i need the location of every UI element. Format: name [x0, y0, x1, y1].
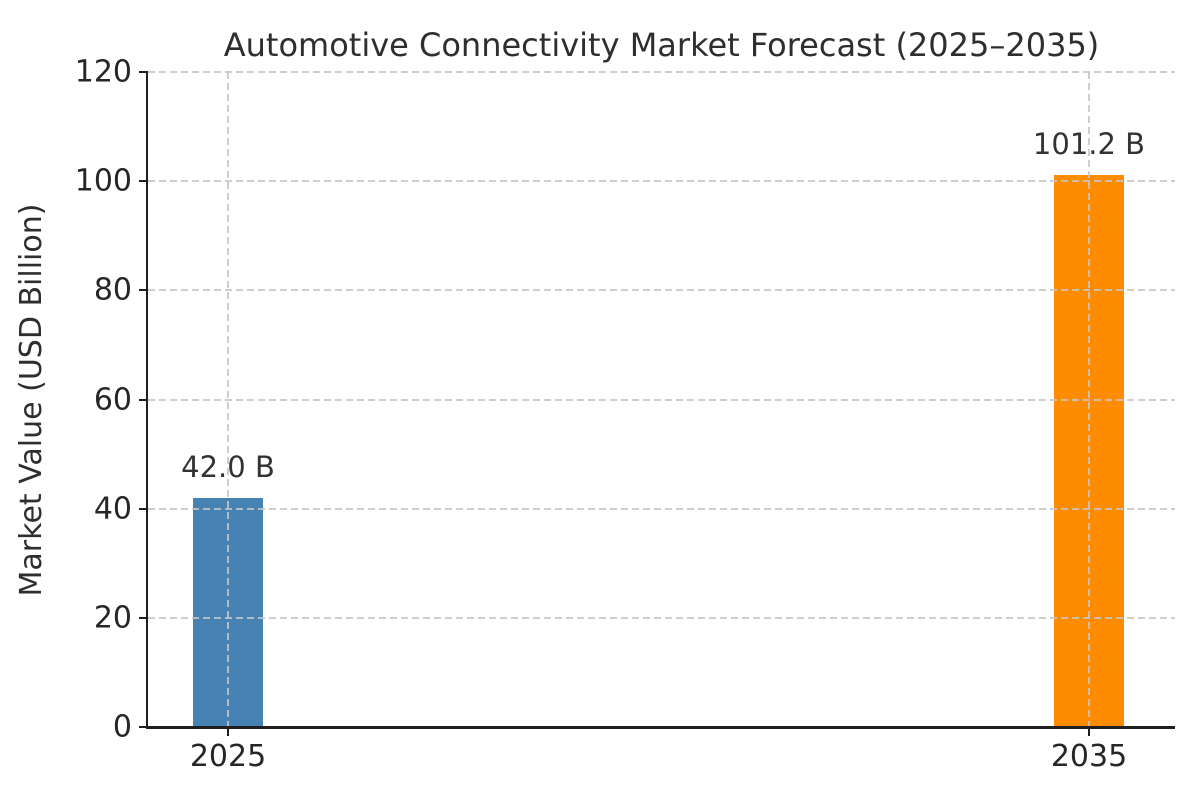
h-gridline — [148, 180, 1175, 183]
y-tick-mark — [139, 726, 148, 728]
h-gridline — [148, 289, 1175, 292]
v-gridline — [1088, 72, 1090, 727]
y-tick-label: 80 — [93, 272, 132, 308]
y-tick-mark — [139, 507, 148, 510]
y-tick-mark — [139, 180, 148, 183]
x-tick-mark — [1088, 727, 1090, 736]
x-axis-spine — [146, 726, 1175, 729]
chart-title: Automotive Connectivity Market Forecast … — [223, 26, 1100, 64]
y-tick-mark — [139, 71, 148, 73]
x-tick-label: 2025 — [189, 739, 267, 774]
bar-value-label: 101.2 B — [1032, 126, 1146, 161]
y-tick-label: 20 — [93, 600, 132, 636]
y-tick-label: 0 — [112, 709, 132, 745]
h-gridline — [148, 71, 1175, 73]
y-tick-mark — [139, 289, 148, 292]
x-tick-mark — [227, 727, 229, 736]
y-tick-mark — [139, 398, 148, 401]
y-tick-label: 60 — [93, 382, 132, 417]
x-tick-label: 2035 — [1050, 739, 1128, 774]
y-axis-label: Market Value (USD Billion) — [14, 203, 49, 597]
v-gridline — [227, 72, 229, 727]
h-gridline — [148, 398, 1175, 401]
y-tick-label: 40 — [93, 491, 132, 527]
y-tick-mark — [139, 616, 148, 619]
y-tick-label: 120 — [74, 54, 132, 90]
h-gridline — [148, 616, 1175, 619]
bar-value-label: 42.0 B — [181, 449, 275, 484]
h-gridline — [148, 507, 1175, 510]
plot-area — [148, 71, 1175, 727]
y-axis-spine — [146, 72, 148, 729]
y-tick-label: 100 — [74, 163, 132, 199]
